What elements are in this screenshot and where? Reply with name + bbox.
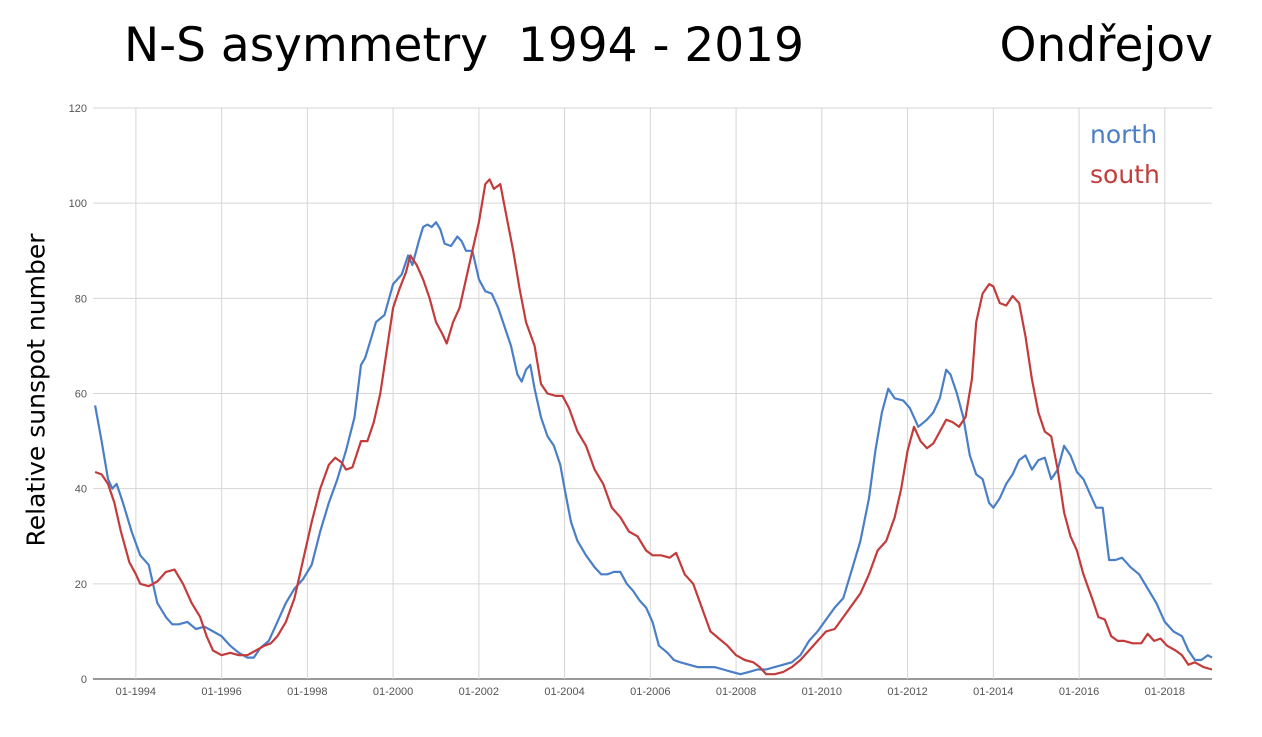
gridlines bbox=[93, 107, 1212, 680]
y-tick-label: 40 bbox=[75, 484, 87, 496]
series-lines bbox=[94, 178, 1213, 676]
x-tick-label: 01-2002 bbox=[459, 686, 499, 698]
y-tick-label: 20 bbox=[75, 579, 87, 591]
y-tick-label: 120 bbox=[69, 103, 87, 115]
legend-south: south bbox=[1090, 160, 1160, 189]
legend: north south bbox=[1090, 120, 1160, 189]
x-tick-label: 01-2016 bbox=[1059, 686, 1099, 698]
y-tick-label: 0 bbox=[81, 674, 87, 686]
series-line-north bbox=[94, 221, 1213, 676]
y-tick-label: 80 bbox=[75, 293, 87, 305]
y-axis-ticks: 0 20 40 60 80 100 120 bbox=[69, 103, 87, 686]
x-tick-label: 01-1994 bbox=[116, 686, 156, 698]
x-tick-label: 01-2004 bbox=[544, 686, 584, 698]
x-tick-label: 01-2008 bbox=[716, 686, 756, 698]
x-tick-label: 01-1996 bbox=[201, 686, 241, 698]
legend-north: north bbox=[1090, 120, 1157, 149]
x-tick-label: 01-2000 bbox=[373, 686, 413, 698]
x-tick-label: 01-2012 bbox=[887, 686, 927, 698]
chart-title: N-S asymmetry 1994 - 2019 bbox=[124, 18, 804, 73]
chart-location: Ondřejov bbox=[999, 18, 1213, 73]
y-tick-label: 100 bbox=[69, 198, 87, 210]
x-tick-label: 01-2018 bbox=[1145, 686, 1185, 698]
x-axis-ticks: 01-1994 01-1996 01-1998 01-2000 01-2002 01-20… bbox=[116, 686, 1185, 698]
series-line-south bbox=[94, 178, 1213, 676]
x-tick-label: 01-1998 bbox=[287, 686, 327, 698]
x-tick-label: 01-2006 bbox=[630, 686, 670, 698]
x-tick-label: 01-2014 bbox=[973, 686, 1013, 698]
x-tick-label: 01-2010 bbox=[802, 686, 842, 698]
y-tick-label: 60 bbox=[75, 389, 87, 401]
